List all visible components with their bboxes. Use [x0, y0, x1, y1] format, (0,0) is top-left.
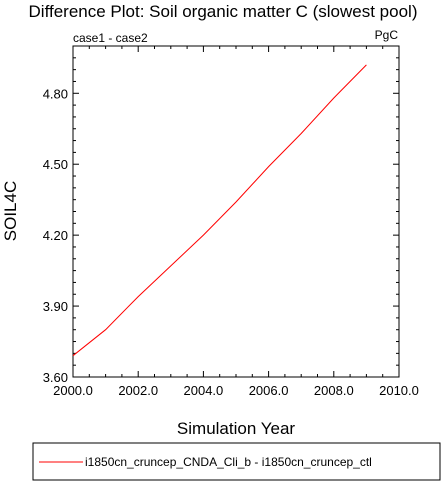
y-tick-label: 3.60: [43, 370, 68, 385]
x-tick-label: 2000.0: [53, 383, 93, 398]
x-axis-label: Simulation Year: [177, 419, 295, 438]
x-tick-labels: 2000.0 2002.0 2004.0 2006.0 2008.0 2010.0: [53, 383, 419, 398]
chart-left-subtitle: case1 - case2: [73, 31, 148, 45]
plot-area: [72, 45, 400, 378]
x-tick-label: 2008.0: [314, 383, 354, 398]
x-tick-label: 2010.0: [379, 383, 419, 398]
x-tick-label: 2002.0: [118, 383, 158, 398]
legend-box: [32, 442, 441, 481]
y-tick-label: 4.20: [43, 228, 68, 243]
y-axis-label: SOIL4C: [1, 181, 20, 241]
x-tick-label: 2004.0: [184, 383, 224, 398]
y-tick-label: 3.90: [43, 299, 68, 314]
y-tick-label: 4.80: [43, 86, 68, 101]
chart-title: Difference Plot: Soil organic matter C (…: [29, 2, 418, 21]
series-line: [72, 64, 367, 357]
series-layer: [72, 64, 367, 357]
axis-ticks: [72, 45, 400, 378]
x-tick-label: 2006.0: [249, 383, 289, 398]
legend-label: i1850cn_cruncep_CNDA_Cli_b - i1850cn_cru…: [85, 455, 372, 469]
chart-units-label: PgC: [375, 28, 399, 42]
y-tick-labels: 3.60 3.90 4.20 4.50 4.80: [43, 86, 68, 385]
legend: i1850cn_cruncep_CNDA_Cli_b - i1850cn_cru…: [32, 442, 441, 481]
y-tick-label: 4.50: [43, 157, 68, 172]
